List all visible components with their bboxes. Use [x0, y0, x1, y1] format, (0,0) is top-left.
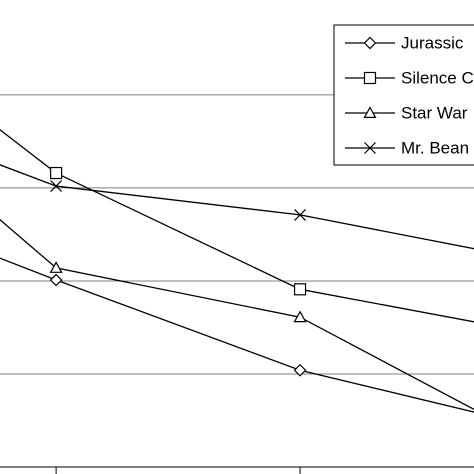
marker — [50, 166, 63, 180]
legend: Jurassic Silence C Star War Mr. Bean — [333, 24, 474, 166]
legend-label: Mr. Bean — [401, 138, 469, 157]
series-line — [0, 128, 474, 323]
marker — [293, 363, 307, 377]
legend-label: Silence C — [401, 68, 474, 87]
plot-area — [0, 128, 474, 413]
marker — [293, 310, 307, 323]
legend-label: Jurassic — [401, 33, 464, 52]
marker — [363, 71, 377, 85]
legend-box — [333, 24, 474, 166]
series-line — [0, 218, 474, 411]
marker — [293, 283, 307, 296]
legend-label: Star War — [401, 103, 468, 122]
marker — [50, 180, 63, 192]
marker — [294, 208, 306, 221]
marker — [49, 273, 63, 287]
series-line — [0, 164, 474, 250]
series-line — [0, 257, 474, 413]
x-axis — [0, 466, 474, 474]
marker — [363, 106, 377, 119]
marker — [49, 261, 63, 273]
marker — [363, 36, 377, 50]
marker — [364, 142, 376, 154]
